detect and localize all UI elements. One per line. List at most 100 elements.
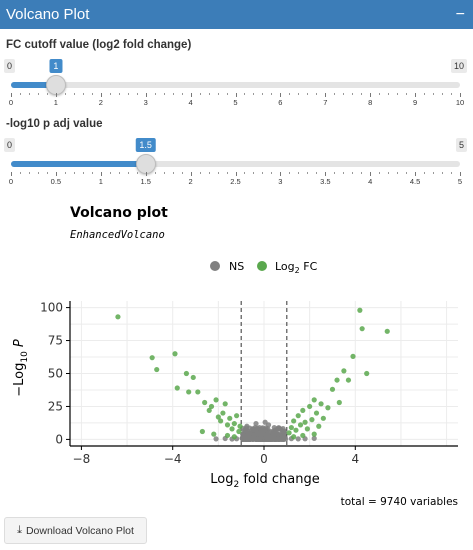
fc-slider-minor-tick — [298, 93, 300, 95]
fc-slider-tick — [235, 93, 237, 97]
padj-slider-ticks: 0 0.5 1 1.5 2 2.5 3 3.5 4 4.5 5 — [0, 172, 473, 192]
padj-slider-tick-label: 2.5 — [230, 177, 241, 186]
padj-slider-minor-tick — [316, 172, 318, 174]
padj-slider-tick-label: 4 — [368, 177, 373, 186]
fc-slider-tick-label: 0 — [8, 98, 14, 107]
fc-point — [309, 417, 315, 423]
fc-slider-tick-label: 7 — [323, 98, 328, 107]
legend-fc-marker — [257, 261, 267, 271]
fc-point — [220, 410, 226, 416]
fc-slider-minor-tick — [28, 93, 30, 95]
fc-slider-minor-tick — [307, 93, 309, 95]
fc-slider-minor-tick — [154, 93, 156, 95]
padj-slider-minor-tick — [19, 172, 21, 174]
fc-slider-minor-tick — [442, 93, 444, 95]
fc-point — [302, 419, 308, 425]
padj-slider-minor-tick — [217, 172, 219, 174]
fc-slider-minor-tick — [361, 93, 363, 95]
fc-slider-tick-label: 3 — [143, 98, 148, 107]
fc-point — [237, 423, 243, 429]
padj-slider-minor-tick — [73, 172, 75, 174]
padj-slider-tick — [280, 172, 282, 176]
padj-slider-tick — [325, 172, 327, 176]
padj-slider-tick-label: 3.5 — [320, 177, 331, 186]
ns-point — [262, 419, 268, 425]
padj-slider-track[interactable] — [11, 161, 460, 167]
legend-fc-label: Log2 FC — [275, 260, 318, 275]
legend-ns-label: NS — [229, 260, 244, 273]
padj-slider-minor-tick — [28, 172, 30, 174]
fc-point — [208, 403, 215, 410]
x-tick-label: −8 — [73, 452, 91, 466]
y-axis-label: −Log10 P — [12, 339, 30, 397]
x-tick-label: 0 — [260, 452, 268, 466]
fc-point — [202, 399, 208, 406]
fc-slider-min: 0 — [4, 59, 16, 73]
fc-slider-minor-tick — [406, 93, 408, 95]
fc-point — [229, 426, 235, 432]
fc-point — [231, 434, 237, 440]
fc-slider-minor-tick — [46, 93, 48, 95]
fc-point — [154, 366, 160, 373]
fc-point — [227, 415, 233, 421]
ns-point — [280, 428, 286, 435]
x-axis-label: Log2 fold change — [210, 472, 319, 490]
fc-slider-minor-tick — [37, 93, 39, 95]
fc-point — [304, 426, 310, 432]
fc-slider-fill — [11, 82, 56, 88]
fc-point — [149, 355, 155, 361]
padj-slider-min: 0 — [4, 138, 16, 152]
fc-point — [311, 397, 317, 403]
padj-slider-minor-tick — [244, 172, 246, 174]
ns-point — [265, 436, 272, 442]
fc-point — [218, 418, 224, 424]
padj-slider-minor-tick — [388, 172, 390, 174]
padj-slider-max: 5 — [455, 138, 467, 152]
padj-slider-minor-tick — [442, 172, 444, 174]
padj-slider-tick — [370, 172, 372, 176]
padj-slider-minor-tick — [163, 172, 165, 174]
fc-slider-tick — [190, 93, 192, 97]
fc-slider-minor-tick — [343, 93, 345, 95]
legend-ns-marker — [210, 261, 220, 271]
fc-slider-minor-tick — [136, 93, 138, 95]
fc-slider-handle[interactable] — [45, 75, 66, 95]
ns-point — [251, 432, 257, 439]
ns-point — [253, 420, 259, 427]
ns-point — [275, 436, 281, 442]
fc-slider-tick-label: 1 — [53, 98, 58, 107]
padj-slider-minor-tick — [361, 172, 363, 174]
padj-slider-tick-label: 0.5 — [50, 177, 62, 186]
fc-point — [300, 407, 306, 414]
fc-slider-ticks: 0 1 2 3 4 5 6 7 8 9 10 — [0, 93, 473, 113]
fc-slider-minor-tick — [217, 93, 219, 95]
ns-point — [256, 436, 263, 442]
fc-slider-minor-tick — [64, 93, 66, 95]
fc-slider-minor-tick — [289, 93, 291, 95]
padj-slider-label: -log10 p adj value — [6, 118, 103, 130]
fc-slider-minor-tick — [91, 93, 93, 95]
fc-slider-tick-label: 4 — [188, 98, 193, 107]
padj-slider-tick — [235, 172, 237, 176]
padj-slider-handle[interactable] — [135, 154, 156, 174]
padj-slider-minor-tick — [226, 172, 228, 174]
fc-point — [186, 389, 192, 395]
fc-slider-max: 10 — [450, 59, 467, 73]
padj-slider-minor-tick — [181, 172, 183, 174]
padj-slider-tick-label: 1 — [98, 177, 103, 186]
fc-slider-track[interactable] — [11, 82, 460, 88]
fc-point — [224, 432, 231, 439]
fc-slider-tick — [415, 93, 417, 97]
padj-slider-minor-tick — [109, 172, 111, 174]
fc-point — [199, 428, 205, 435]
y-tick-label: 50 — [48, 367, 63, 381]
ns-point — [311, 435, 317, 441]
download-volcano-button[interactable]: ⤓ Download Volcano Plot — [4, 517, 147, 544]
minus-icon[interactable]: − — [455, 5, 465, 23]
padj-slider-minor-tick — [64, 172, 66, 174]
fc-slider-minor-tick — [109, 93, 111, 95]
fc-point — [297, 422, 304, 428]
fc-slider-minor-tick — [262, 93, 264, 95]
fc-point — [329, 386, 336, 392]
padj-slider-minor-tick — [37, 172, 39, 174]
